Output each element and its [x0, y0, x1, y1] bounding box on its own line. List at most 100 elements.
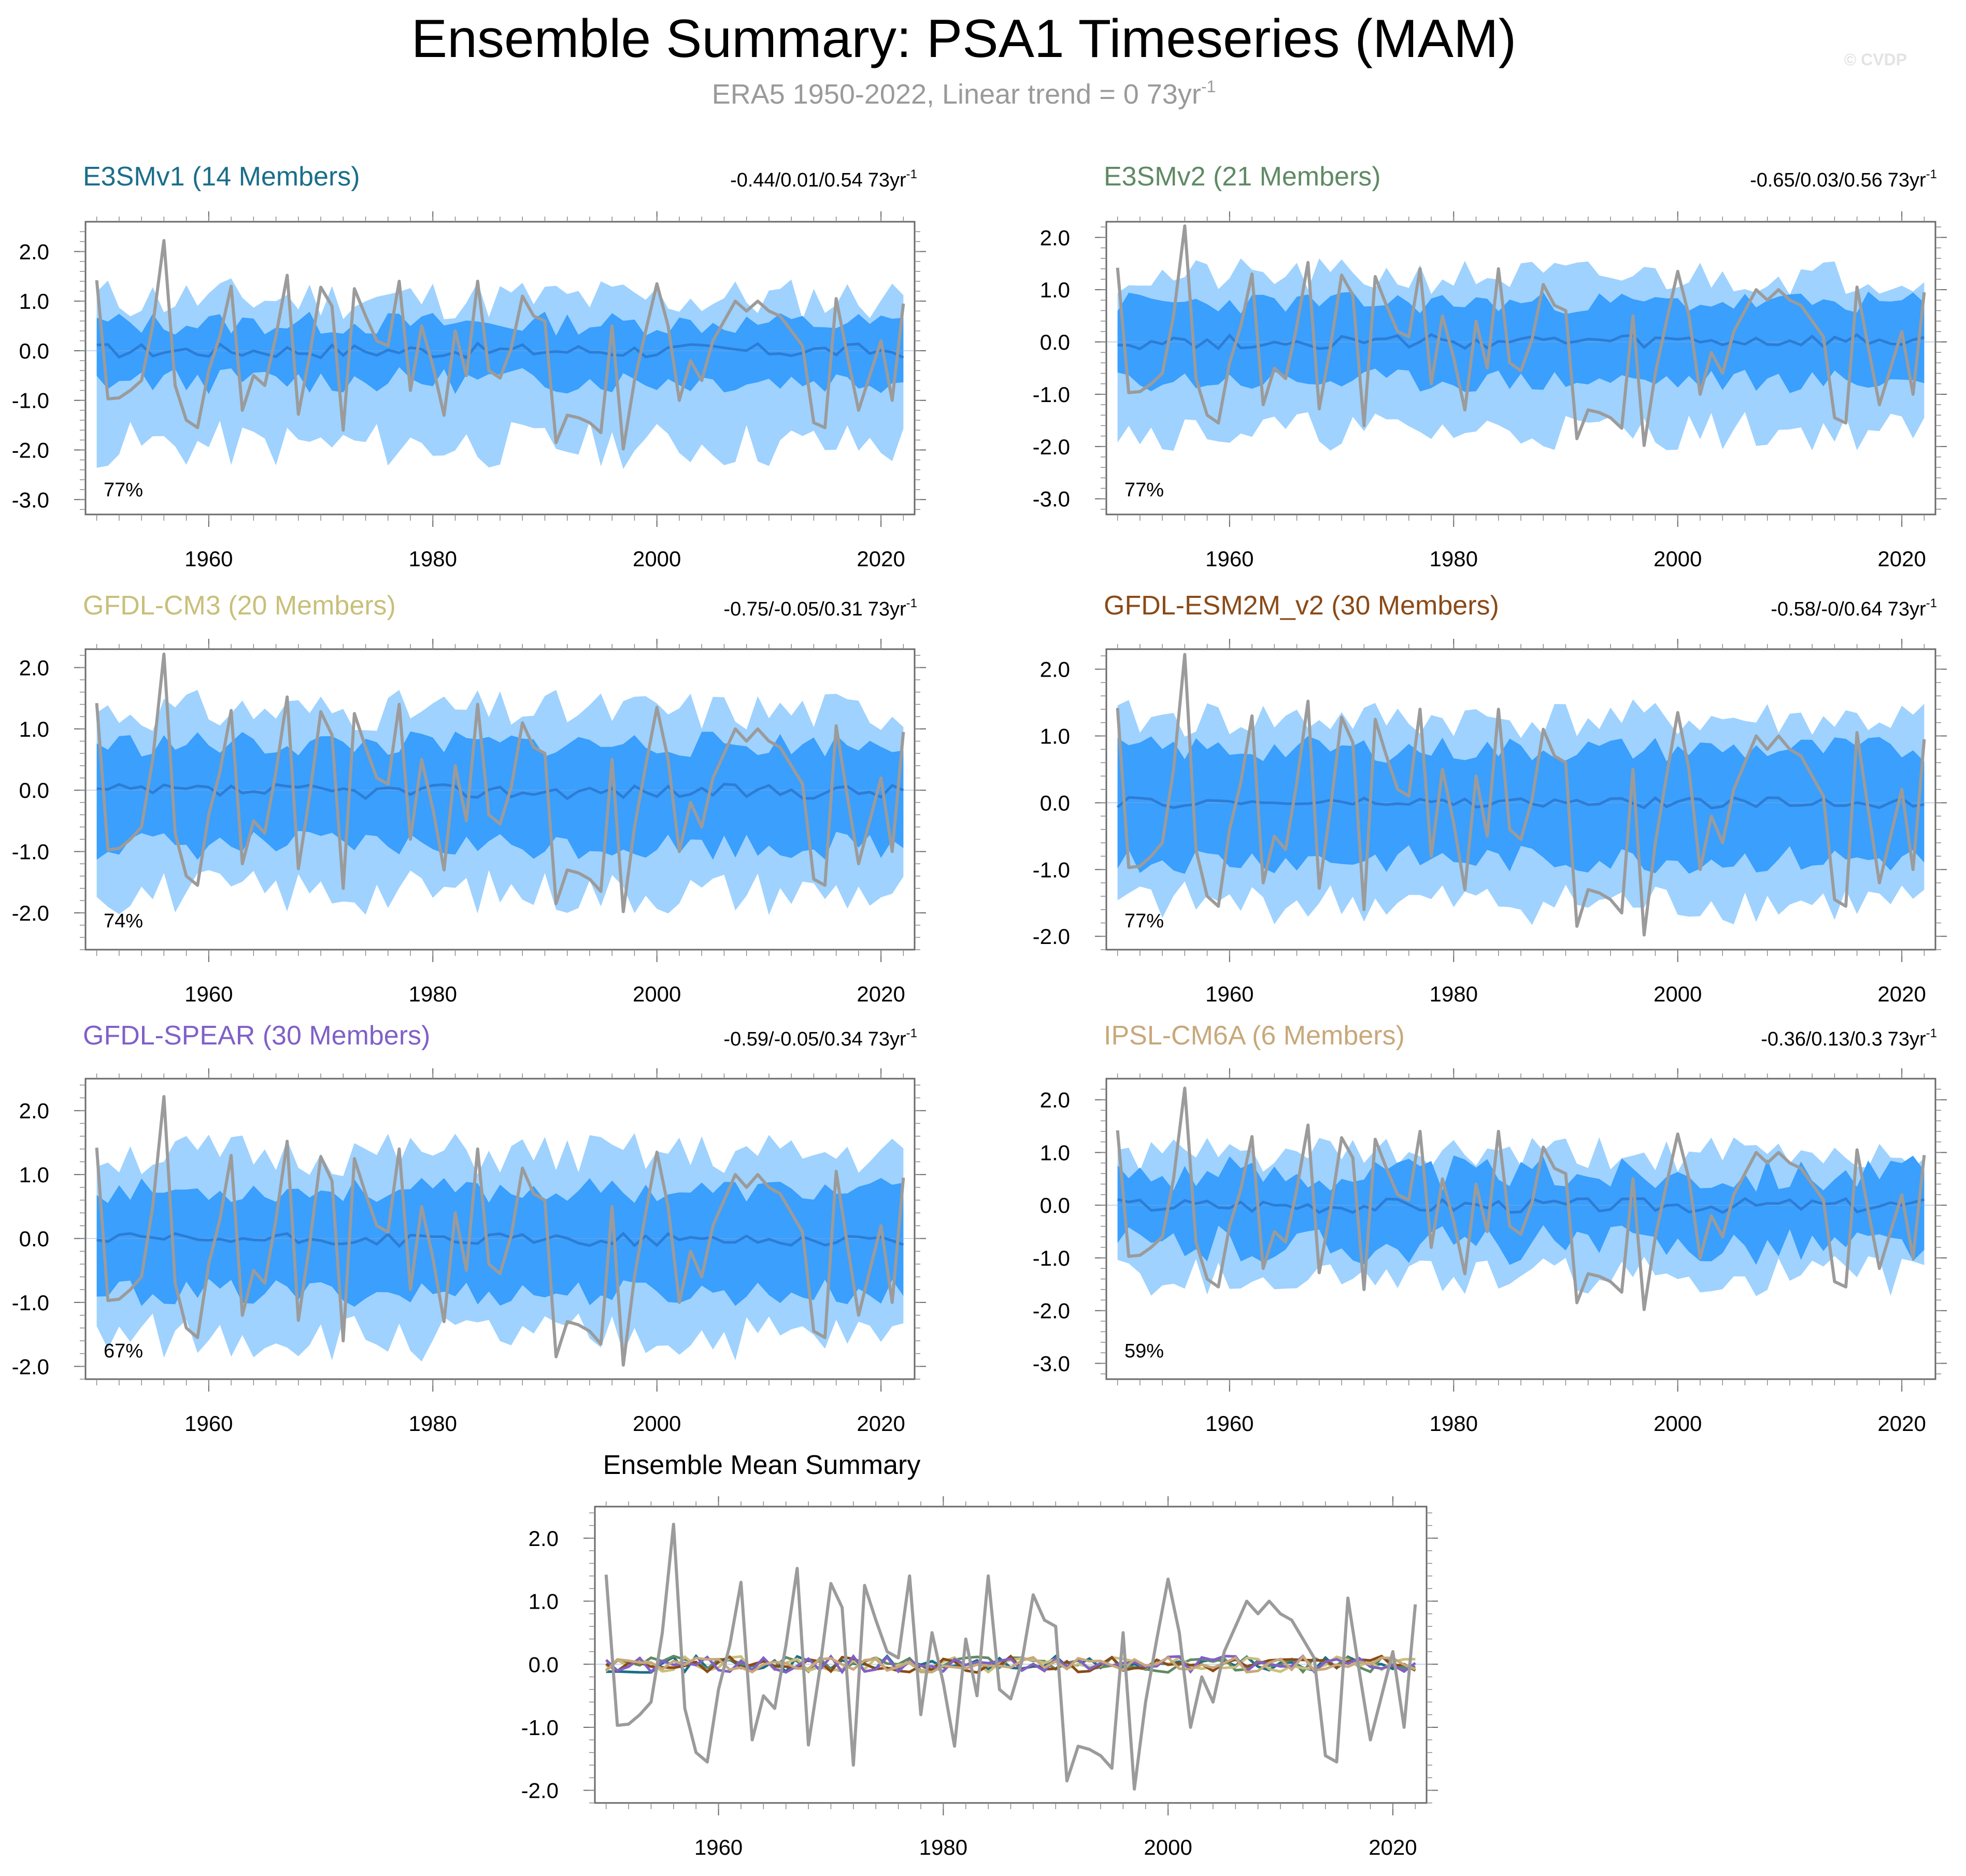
x-tick-label: 1960 [694, 1835, 743, 1859]
y-tick-label: -2.0 [521, 1779, 559, 1803]
panel-title: GFDL-SPEAR (30 Members) [83, 1021, 430, 1051]
chart-panel-6: IPSL-CM6A (6 Members) -0.36/0.13/0.3 73yr-… [1033, 1021, 1947, 1436]
y-tick-label: 2.0 [1040, 1088, 1070, 1112]
y-tick-label: -1.0 [1033, 382, 1070, 407]
y-tick-label: 1.0 [529, 1589, 559, 1614]
y-tick-label: 2.0 [1040, 225, 1070, 250]
y-tick-label: 1.0 [1040, 724, 1070, 749]
y-tick-label: -1.0 [12, 840, 49, 864]
panel-title: E3SMv1 (14 Members) [83, 162, 360, 192]
plot-area [1106, 224, 1935, 451]
y-tick-label: 0.0 [19, 1227, 49, 1251]
trend-values: -0.58/-0/0.64 [1771, 598, 1882, 620]
y-tick-label: -1.0 [12, 1291, 49, 1315]
plot-area [1106, 653, 1935, 937]
x-tick-label: 2000 [633, 982, 681, 1006]
chart-panel-3: GFDL-CM3 (20 Members) -0.75/-0.05/0.31 73y… [12, 591, 926, 1006]
y-tick-label: 0.0 [1040, 1193, 1070, 1218]
trend-label: -0.36/0.13/0.3 73yr-1 [1761, 1026, 1937, 1050]
observed-series-line [95, 652, 905, 913]
y-tick-label: 0.0 [1040, 330, 1070, 354]
x-tick-label: 2020 [857, 1411, 905, 1436]
model-mean-line-6 [605, 1654, 1416, 1674]
plot-area [595, 1523, 1427, 1791]
x-tick-label: 2020 [1877, 1411, 1926, 1436]
trend-unit-sup: -1 [906, 1026, 917, 1040]
x-tick-label: 1980 [1430, 982, 1478, 1006]
ensemble-mean-line [96, 341, 904, 360]
x-tick-label: 1960 [1205, 547, 1253, 571]
cvdp-watermark: © CVDP [1844, 50, 1907, 69]
trend-values: -0.65/0.03/0.56 [1750, 169, 1883, 191]
plot-area [86, 1095, 915, 1367]
observed-series-line [1116, 653, 1926, 937]
trend-values: -0.59/-0.05/0.34 [723, 1028, 862, 1050]
trend-unit: 73yr [868, 1028, 906, 1050]
panel-title: IPSL-CM6A (6 Members) [1104, 1021, 1405, 1051]
y-tick-label: -1.0 [521, 1715, 559, 1740]
trend-values: -0.36/0.13/0.3 [1761, 1028, 1883, 1050]
trend-unit: 73yr [868, 598, 906, 620]
y-tick-label: -3.0 [12, 488, 49, 512]
trend-values: -0.44/0.01/0.54 [730, 169, 863, 191]
y-tick-label: 2.0 [529, 1526, 559, 1551]
trend-label: -0.75/-0.05/0.31 73yr-1 [723, 596, 917, 620]
panel-title: E3SMv2 (21 Members) [1104, 162, 1381, 192]
trend-unit: 73yr [1888, 1028, 1926, 1050]
y-tick-label: 1.0 [19, 717, 49, 741]
chart-panel-4: GFDL-ESM2M_v2 (30 Members) -0.58/-0/0.64 7… [1033, 591, 1947, 1006]
y-tick-label: -1.0 [12, 389, 49, 413]
trend-unit-sup: -1 [1926, 596, 1937, 610]
percent-label: 59% [1124, 1340, 1164, 1362]
ensemble-mean-line [1117, 333, 1925, 351]
y-tick-label: -3.0 [1033, 487, 1070, 511]
x-tick-label: 2000 [633, 1411, 681, 1436]
percent-label: 77% [1124, 479, 1164, 501]
observed-series-line [1116, 224, 1926, 447]
chart-panel-2: E3SMv2 (21 Members) -0.65/0.03/0.56 73yr-1… [1033, 162, 1947, 571]
y-tick-label: 1.0 [19, 289, 49, 313]
trend-label: -0.59/-0.05/0.34 73yr-1 [723, 1026, 917, 1050]
x-tick-label: 2020 [1877, 982, 1926, 1006]
ensemble-mean-line [96, 782, 904, 800]
y-tick-label: 2.0 [19, 1099, 49, 1123]
percent-label: 77% [104, 479, 143, 501]
x-tick-label: 1960 [1205, 982, 1253, 1006]
x-tick-label: 2000 [1654, 1411, 1702, 1436]
trend-unit: 73yr [1888, 169, 1926, 191]
ensemble-mean-line [1117, 1197, 1925, 1214]
x-tick-label: 2020 [857, 547, 905, 571]
trend-unit: 73yr [868, 169, 906, 191]
y-tick-label: 2.0 [19, 656, 49, 680]
y-tick-label: 1.0 [1040, 278, 1070, 302]
y-tick-label: 0.0 [19, 339, 49, 363]
x-tick-label: 1980 [1430, 547, 1478, 571]
panel-title: Ensemble Mean Summary [603, 1450, 921, 1480]
x-tick-label: 2020 [857, 982, 905, 1006]
figure-title: Ensemble Summary: PSA1 Timeseries (MAM) [411, 9, 1517, 69]
panel-title: GFDL-CM3 (20 Members) [83, 591, 396, 621]
x-tick-label: 1980 [1430, 1411, 1478, 1436]
x-tick-label: 2000 [1654, 547, 1702, 571]
x-tick-label: 2000 [1654, 982, 1702, 1006]
percent-label: 77% [1124, 910, 1164, 932]
x-tick-label: 1960 [1205, 1411, 1253, 1436]
x-tick-label: 2020 [1877, 547, 1926, 571]
y-tick-label: 1.0 [19, 1163, 49, 1187]
y-tick-label: -1.0 [1033, 1246, 1070, 1270]
panels-container: E3SMv1 (14 Members) -0.44/0.01/0.54 73yr-1… [12, 162, 1947, 1859]
plot-area [1106, 1086, 1935, 1311]
trend-unit-sup: -1 [1926, 1026, 1937, 1040]
plot-area [86, 239, 915, 469]
plot-area [86, 652, 915, 915]
trend-label: -0.44/0.01/0.54 73yr-1 [730, 167, 917, 191]
y-tick-label: -2.0 [12, 901, 49, 925]
y-tick-label: -2.0 [1033, 924, 1070, 949]
observed-series-line [95, 1095, 905, 1367]
model-mean-line-5 [605, 1654, 1416, 1674]
observed-series-line [95, 239, 905, 451]
trend-label: -0.65/0.03/0.56 73yr-1 [1750, 167, 1937, 191]
trend-unit-sup: -1 [906, 167, 917, 181]
trend-label: -0.58/-0/0.64 73yr-1 [1771, 596, 1937, 620]
x-tick-label: 2000 [1144, 1835, 1192, 1859]
